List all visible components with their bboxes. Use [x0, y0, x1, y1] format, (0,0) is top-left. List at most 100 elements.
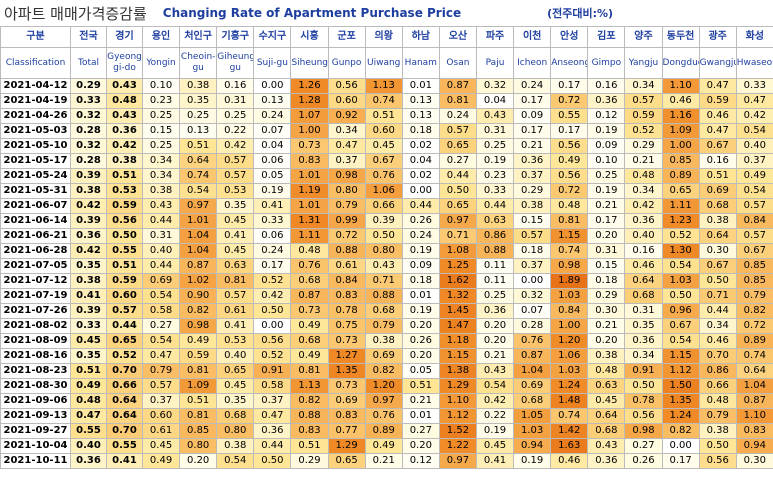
value-cell: 0.48 [624, 168, 663, 184]
value-cell: 0.67 [661, 318, 700, 334]
value-cell: 1.08 [438, 243, 477, 259]
value-cell: 0.34 [624, 183, 663, 199]
value-cell: 0.85 [661, 153, 700, 169]
value-cell: 0.88 [364, 288, 403, 304]
value-cell: 0.78 [624, 393, 663, 409]
data-row: 2021-06-07 0.42 0.59 0.43 0.97 0.35 0.41 1.01 0.… [0, 198, 773, 214]
value-cell: 0.83 [290, 153, 329, 169]
value-cell: 0.61 [216, 303, 255, 319]
value-cell: 0.82 [364, 363, 403, 379]
header-cell: 양주 [624, 26, 663, 48]
value-cell: 0.36 [513, 153, 552, 169]
header-cell: 수지구 [253, 26, 292, 48]
value-cell: 0.52 [253, 273, 292, 289]
value-cell: 0.92 [327, 108, 366, 124]
value-cell: 1.04 [735, 378, 773, 394]
header-cell: Yangju [624, 47, 663, 79]
value-cell: 0.44 [438, 168, 477, 184]
value-cell: 0.63 [587, 378, 626, 394]
value-cell: 0.68 [290, 333, 329, 349]
data-row: 2021-05-31 0.38 0.53 0.38 0.54 0.53 0.19 1.19 0.… [0, 183, 773, 199]
data-row: 2021-07-05 0.35 0.51 0.44 0.87 0.63 0.17 0.76 0.… [0, 258, 773, 274]
value-cell: 0.57 [216, 288, 255, 304]
value-cell: 0.32 [513, 288, 552, 304]
value-cell: 0.94 [513, 438, 552, 454]
header-cell: 동두천 [661, 26, 700, 48]
value-cell: 0.32 [70, 138, 107, 154]
value-cell: 0.48 [70, 393, 107, 409]
value-cell: 0.54 [216, 453, 255, 469]
value-cell: 1.12 [661, 363, 700, 379]
value-cell: 0.41 [106, 453, 143, 469]
value-cell: 0.60 [364, 123, 403, 139]
value-cell: 0.69 [364, 348, 403, 364]
value-cell: 0.40 [735, 138, 773, 154]
value-cell: 0.84 [550, 303, 589, 319]
value-cell: 0.54 [141, 288, 181, 304]
header-cell: 김포 [587, 26, 626, 48]
value-cell: 0.76 [364, 168, 403, 184]
value-cell: 0.91 [624, 363, 663, 379]
value-cell: 0.54 [475, 378, 515, 394]
value-cell: 0.50 [624, 378, 663, 394]
value-cell: 0.35 [70, 258, 107, 274]
value-cell: 0.79 [364, 318, 403, 334]
value-cell: 1.03 [550, 288, 589, 304]
value-cell: 0.04 [401, 153, 440, 169]
value-cell: 0.18 [401, 273, 440, 289]
value-cell: 1.48 [550, 393, 589, 409]
value-cell: 0.20 [587, 228, 626, 244]
value-cell: 0.44 [253, 438, 292, 454]
value-cell: 1.13 [290, 378, 329, 394]
value-cell: 1.25 [438, 258, 477, 274]
value-cell: 0.68 [587, 423, 626, 439]
header-cell: 용인 [141, 26, 181, 48]
date-cell: 2021-05-24 [0, 168, 71, 184]
value-cell: 0.10 [141, 78, 181, 94]
value-cell: 0.04 [253, 138, 292, 154]
value-cell: 0.69 [698, 183, 737, 199]
value-cell: 1.10 [661, 78, 700, 94]
value-cell: 0.51 [698, 168, 737, 184]
value-cell: 0.56 [550, 138, 589, 154]
value-cell: 0.64 [106, 393, 143, 409]
value-cell: 0.47 [141, 348, 181, 364]
value-cell: 0.56 [253, 333, 292, 349]
date-cell: 2021-08-09 [0, 333, 71, 349]
value-cell: 0.50 [698, 438, 737, 454]
value-cell: 0.41 [216, 228, 255, 244]
value-cell: 0.50 [698, 273, 737, 289]
value-cell: 0.65 [661, 183, 700, 199]
value-cell: 0.74 [364, 93, 403, 109]
value-cell: 0.44 [141, 213, 181, 229]
value-cell: 0.52 [624, 123, 663, 139]
value-cell: 0.46 [661, 93, 700, 109]
value-cell: 0.21 [624, 153, 663, 169]
header-cell: Gunpo [327, 47, 366, 79]
title-english: Changing Rate of Apartment Purchase Pric… [162, 6, 462, 20]
value-cell: 1.12 [438, 408, 477, 424]
value-cell: 0.81 [179, 363, 218, 379]
value-cell: 0.37 [513, 168, 552, 184]
value-cell: 0.50 [253, 303, 292, 319]
value-cell: 0.52 [661, 228, 700, 244]
value-cell: 0.56 [106, 213, 143, 229]
data-row: 2021-08-02 0.33 0.44 0.27 0.98 0.41 0.00 0.49 0.… [0, 318, 773, 334]
value-cell: 0.01 [401, 408, 440, 424]
value-cell: 1.01 [290, 198, 329, 214]
value-cell: 1.30 [661, 243, 700, 259]
value-cell: 0.76 [513, 333, 552, 349]
value-cell: 0.16 [698, 153, 737, 169]
value-cell: 0.84 [735, 213, 773, 229]
header-cell: 하남 [401, 26, 440, 48]
header-cell: Hwaseong [735, 47, 773, 79]
value-cell: 0.38 [179, 78, 218, 94]
value-cell: 1.04 [179, 228, 218, 244]
value-cell: 0.52 [106, 348, 143, 364]
value-cell: 0.05 [401, 363, 440, 379]
value-cell: 0.36 [70, 228, 107, 244]
value-cell: 0.46 [550, 453, 589, 469]
value-cell: 0.79 [698, 408, 737, 424]
value-cell: 0.57 [216, 168, 255, 184]
value-cell: 0.42 [216, 138, 255, 154]
